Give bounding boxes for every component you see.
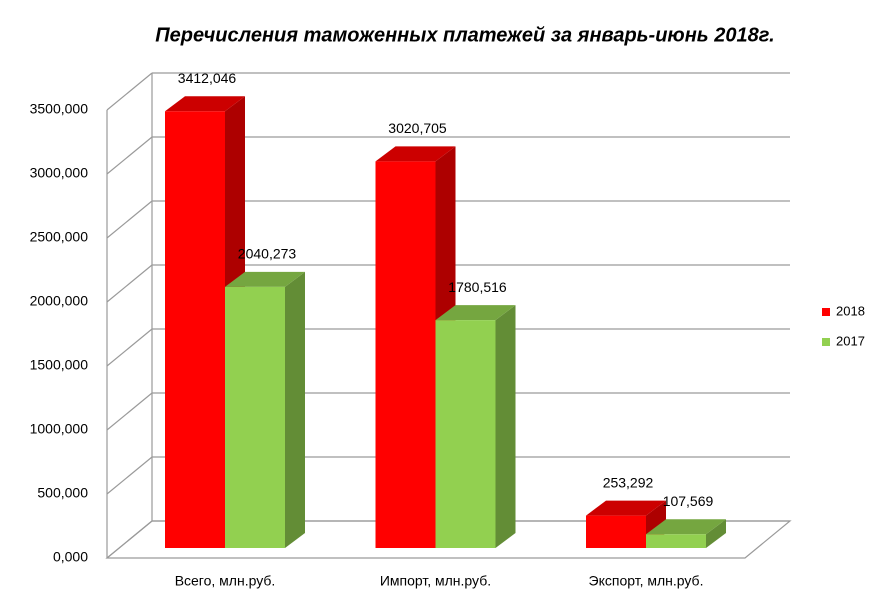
- value-label: 3020,705: [388, 120, 447, 136]
- y-tick-label: 2500,000: [30, 229, 89, 245]
- value-label: 3412,046: [178, 70, 237, 86]
- grid-line-side: [106, 520, 153, 559]
- y-tick-label: 2000,000: [30, 293, 89, 309]
- value-label: 107,569: [663, 493, 714, 509]
- value-label: 2040,273: [238, 246, 297, 262]
- bar-front: [165, 111, 225, 548]
- x-tick-label: Всего, млн.руб.: [175, 573, 276, 589]
- y-tick-label: 0,000: [53, 549, 88, 565]
- y-tick-label: 1000,000: [30, 421, 89, 437]
- grid-line-side: [106, 264, 153, 303]
- bar-front: [225, 286, 285, 548]
- grid-line-side: [106, 328, 153, 367]
- bar-top: [375, 146, 456, 162]
- bar-side: [495, 305, 516, 548]
- bar: [225, 271, 305, 548]
- bar: [646, 519, 726, 548]
- bar-top: [586, 500, 666, 516]
- grid-line-side: [106, 200, 153, 239]
- legend-swatch: [822, 338, 830, 346]
- grid-line-side: [106, 72, 153, 111]
- chart-title: Перечисления таможенных платежей за янва…: [155, 24, 774, 46]
- x-tick-label: Импорт, млн.руб.: [380, 573, 491, 589]
- bar-top: [646, 519, 726, 535]
- y-tick-label: 3000,000: [30, 165, 89, 181]
- bar-top: [435, 305, 516, 321]
- value-label: 1780,516: [448, 279, 507, 295]
- value-label: 253,292: [603, 474, 654, 490]
- y-tick-label: 500,000: [37, 485, 88, 501]
- bar-top: [225, 271, 305, 287]
- bar-front: [375, 161, 436, 548]
- bar-front: [646, 534, 706, 548]
- legend-label: 2018: [836, 303, 865, 318]
- legend-swatch: [822, 308, 830, 316]
- grid-line-side: [106, 456, 153, 495]
- x-tick-label: Экспорт, млн.руб.: [589, 573, 704, 589]
- bar-front: [586, 515, 646, 548]
- bar: [435, 305, 516, 548]
- y-tick-label: 3500,000: [30, 101, 89, 117]
- grid-line-side: [106, 392, 153, 431]
- y-tick-label: 1500,000: [30, 357, 89, 373]
- grid-line-side: [106, 136, 153, 175]
- bar-front: [435, 320, 496, 548]
- bar-top: [165, 96, 245, 112]
- bar: [586, 500, 666, 548]
- bar-side: [706, 519, 726, 548]
- legend-label: 2017: [836, 333, 865, 348]
- bar-side: [285, 271, 305, 548]
